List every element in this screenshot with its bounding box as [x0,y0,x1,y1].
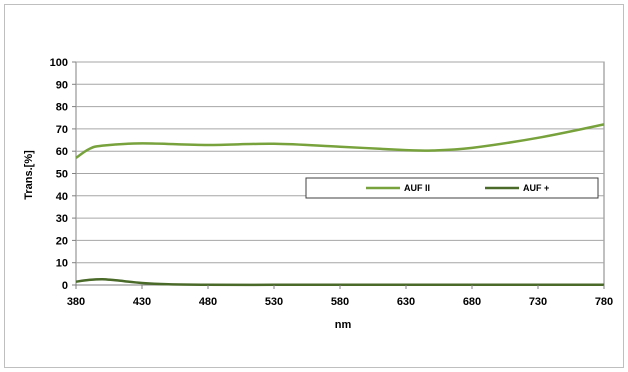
y-axis-title: Trans.[%] [23,150,35,200]
y-tick-label: 100 [50,57,68,69]
x-tick-label: 480 [199,296,217,308]
x-tick-label: 780 [595,296,613,308]
y-tick-label: 50 [56,169,68,181]
y-tick-label: 80 [56,102,68,114]
y-tick-label: 90 [56,79,68,91]
y-tick-label: 40 [56,191,68,203]
plot-area [75,61,605,287]
series-group [75,123,605,287]
x-tick-label: 730 [529,296,547,308]
legend-box [305,177,599,199]
x-tick-label: 630 [397,296,415,308]
y-tick-label: 60 [56,146,68,158]
legend-label-auf-ii: AUF II [404,183,430,193]
x-tick-label: 580 [331,296,349,308]
legend-label-auf-plus: AUF + [523,183,549,193]
series-line-auf-ii [75,123,605,159]
x-tick-label: 680 [463,296,481,308]
x-axis-ticks: 380 430 480 530 580 630 680 730 780 [67,285,613,308]
x-tick-label: 530 [265,296,283,308]
legend: AUF II AUF + [305,177,599,199]
x-tick-label: 380 [67,296,85,308]
x-axis-title: nm [335,319,352,331]
y-tick-label: 30 [56,213,68,225]
x-tick-label: 430 [133,296,151,308]
y-tick-label: 10 [56,258,68,270]
y-tick-label: 70 [56,124,68,136]
y-tick-label: 20 [56,235,68,247]
series-line-auf-plus [75,277,604,287]
y-tick-label: 0 [62,280,68,292]
y-axis-ticks: 0 10 20 30 40 50 60 70 80 90 100 [50,57,76,292]
